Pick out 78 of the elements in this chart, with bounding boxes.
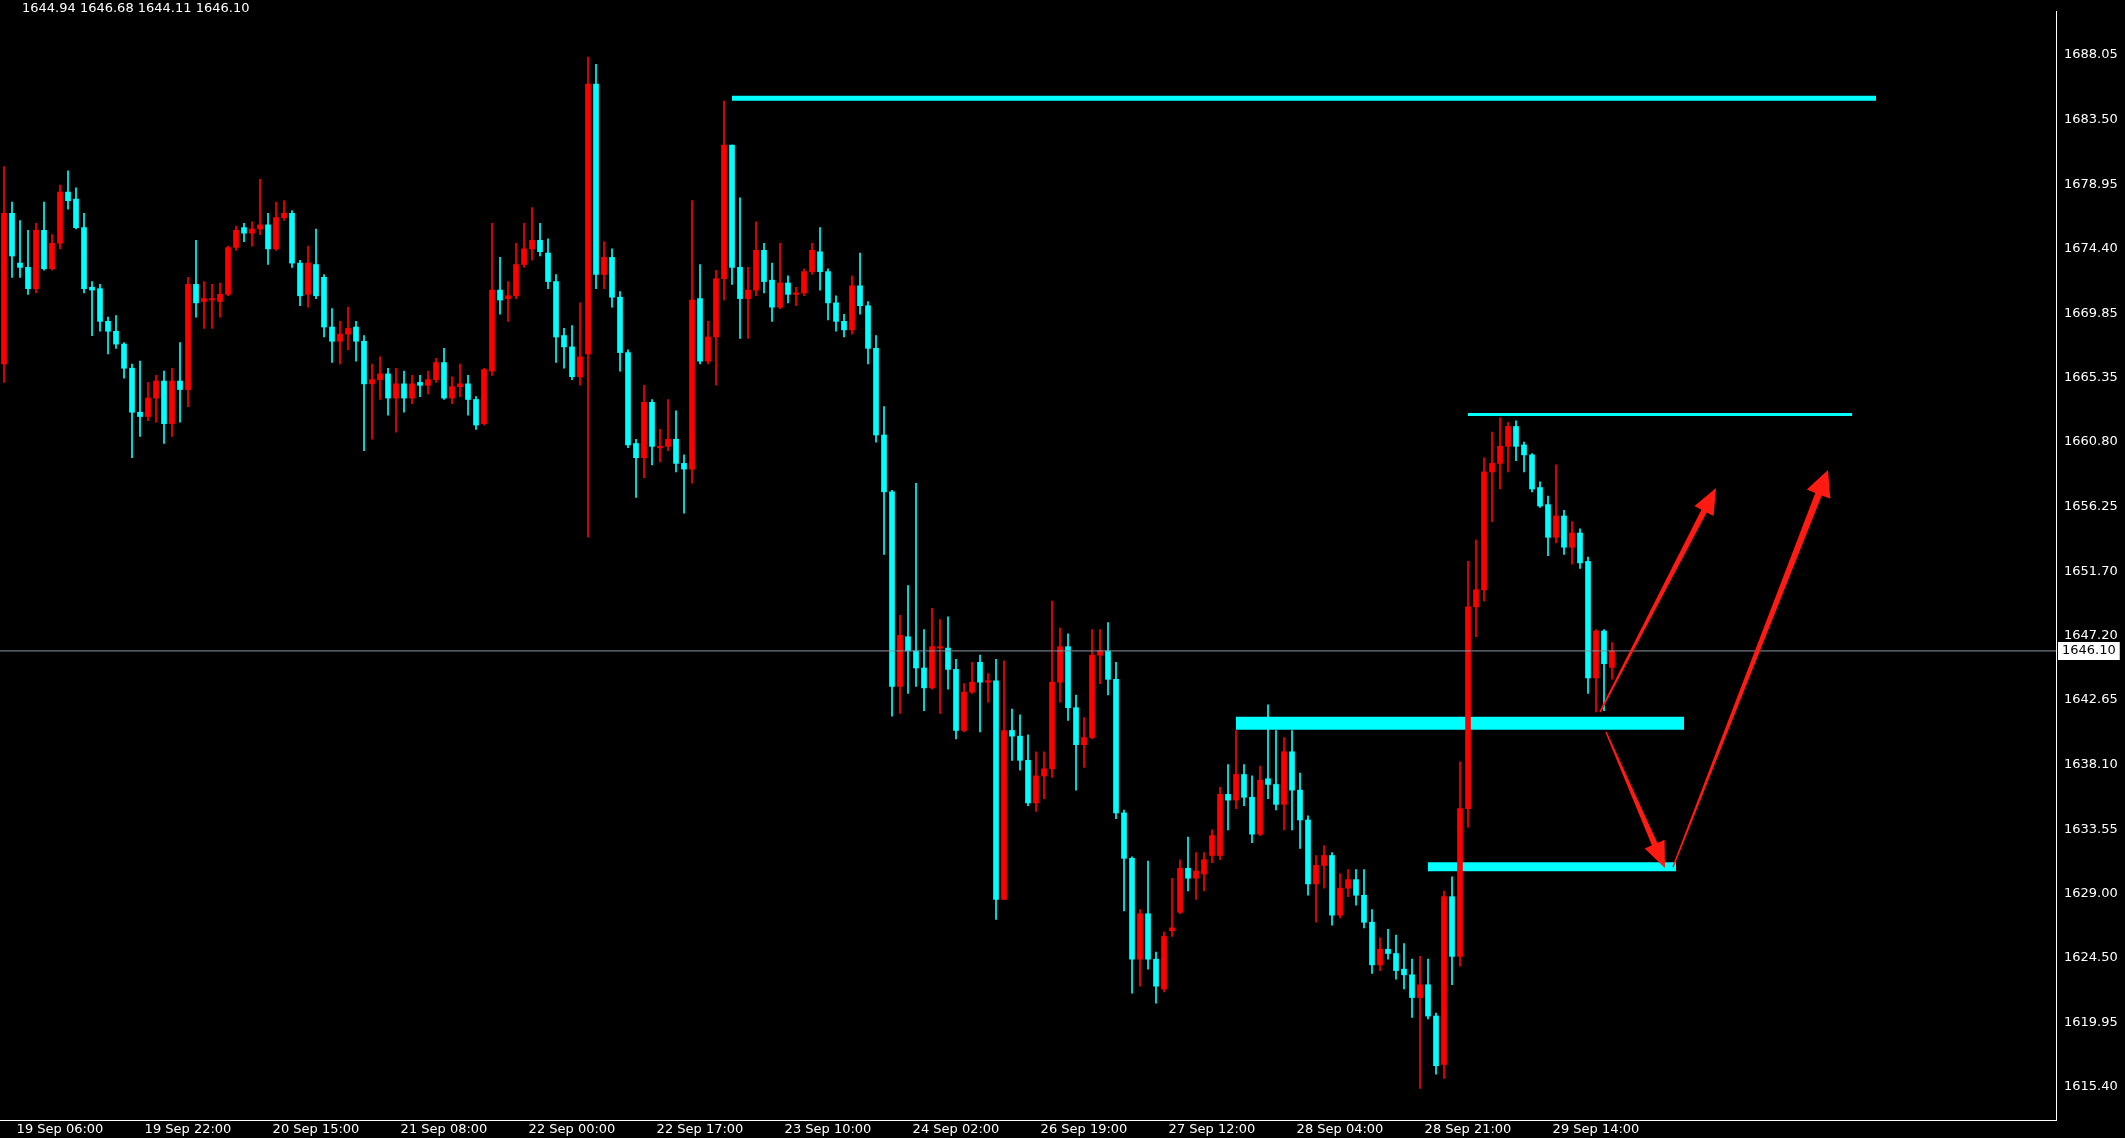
x-tick-label: 26 Sep 19:00 xyxy=(1040,1121,1128,1137)
candlestick xyxy=(209,284,215,329)
x-tick-label: 19 Sep 22:00 xyxy=(144,1121,232,1137)
y-tick-label: 1674.40 xyxy=(2064,240,2118,256)
candlestick xyxy=(1489,431,1495,522)
candlestick xyxy=(89,281,95,336)
candlestick xyxy=(1041,751,1047,799)
candlestick xyxy=(1081,717,1087,768)
candlestick xyxy=(1385,929,1391,960)
x-tick-label: 29 Sep 14:00 xyxy=(1552,1121,1640,1137)
y-tick-label: 1660.80 xyxy=(2064,433,2118,449)
candlestick xyxy=(1169,877,1175,937)
x-tick-label: 19 Sep 06:00 xyxy=(16,1121,104,1137)
candlestick xyxy=(249,221,255,247)
candlestick xyxy=(577,302,583,386)
annotation: 1644.94 1646.68 1644.11 1646.10 xyxy=(22,0,250,15)
x-tick-label: 24 Sep 02:00 xyxy=(912,1121,1000,1137)
y-tick-label: 1678.95 xyxy=(2064,175,2118,191)
y-tick-label: 1647.20 xyxy=(2064,626,2118,642)
y-tick-label: 1638.10 xyxy=(2064,755,2118,771)
y-tick-label: 1624.50 xyxy=(2064,949,2118,965)
y-tick-label: 1651.70 xyxy=(2064,562,2118,578)
candlestick xyxy=(657,428,663,463)
candlestick xyxy=(369,363,375,440)
candlestick xyxy=(393,367,399,433)
y-tick-label: 1665.35 xyxy=(2064,368,2118,384)
y-tick-label: 1642.65 xyxy=(2064,691,2118,707)
candlestick xyxy=(257,178,263,236)
candlestick xyxy=(1185,836,1191,892)
candlestick xyxy=(1225,764,1231,831)
candlestick xyxy=(193,240,199,318)
candlestick xyxy=(1009,708,1015,761)
y-tick-label: 1688.05 xyxy=(2064,46,2118,62)
candlestick xyxy=(1473,539,1479,638)
y-tick-label: 1633.55 xyxy=(2064,820,2118,836)
candlestick xyxy=(137,360,143,437)
candlestick xyxy=(1417,956,1423,1089)
candlestick xyxy=(665,399,671,451)
candlestick xyxy=(529,207,535,261)
candlestick xyxy=(505,281,511,322)
y-tick-label: 1629.00 xyxy=(2064,885,2118,901)
x-tick-label: 28 Sep 21:00 xyxy=(1424,1121,1512,1137)
candlestick xyxy=(1193,852,1199,900)
candlestick xyxy=(985,673,991,703)
candlestick xyxy=(377,356,383,400)
candlestick xyxy=(201,281,207,329)
y-tick-label: 1656.25 xyxy=(2064,498,2118,514)
x-tick-label: 28 Sep 04:00 xyxy=(1296,1121,1384,1137)
x-tick-label: 27 Sep 12:00 xyxy=(1168,1121,1256,1137)
candlestick xyxy=(65,170,71,210)
candlestick xyxy=(217,282,223,318)
x-tick-label: 23 Sep 10:00 xyxy=(784,1121,872,1137)
candlestick xyxy=(281,200,287,221)
candlestick xyxy=(905,585,911,694)
ref-line-label: 1646.10 xyxy=(2062,642,2116,658)
x-tick-label: 20 Sep 15:00 xyxy=(272,1121,360,1137)
candlestick xyxy=(457,363,463,397)
candlestick xyxy=(937,619,943,714)
candlestick xyxy=(913,482,919,687)
x-tick-label: 21 Sep 08:00 xyxy=(400,1121,488,1137)
x-tick-label: 22 Sep 00:00 xyxy=(528,1121,616,1137)
candlestick xyxy=(681,454,687,514)
candlestick xyxy=(737,197,743,339)
y-tick-label: 1615.40 xyxy=(2064,1078,2118,1094)
candlestick xyxy=(345,306,351,351)
candlestick xyxy=(177,342,183,423)
candlestick xyxy=(633,438,639,498)
candlestick xyxy=(497,257,503,315)
candlestick xyxy=(337,321,343,365)
candlestick xyxy=(17,220,23,278)
candlestick xyxy=(417,375,423,397)
y-tick-label: 1619.95 xyxy=(2064,1013,2118,1029)
y-tick-label: 1669.85 xyxy=(2064,304,2118,320)
candlestick xyxy=(1401,943,1407,990)
candlestick xyxy=(745,267,751,339)
candlestick xyxy=(793,286,799,307)
x-tick-label: 22 Sep 17:00 xyxy=(656,1121,744,1137)
y-tick-label: 1683.50 xyxy=(2064,111,2118,126)
